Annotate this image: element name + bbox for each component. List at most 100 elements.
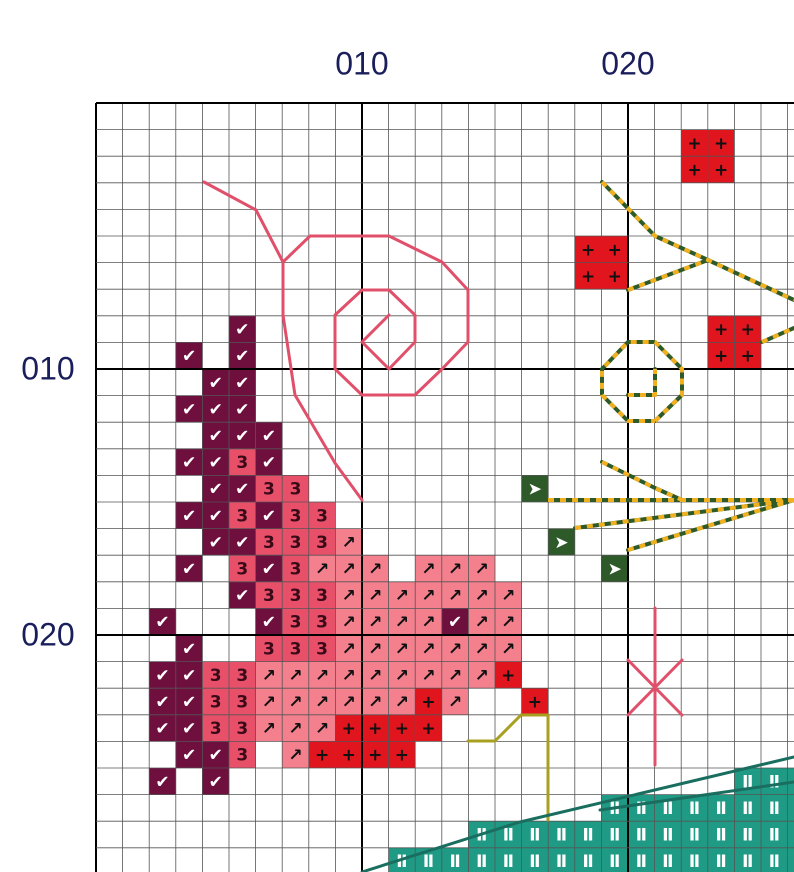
stitch-symbol: +: [608, 267, 622, 287]
stitch: [415, 635, 442, 662]
stitch-symbol: ↗: [448, 666, 462, 686]
stitch-symbol: ↗: [395, 666, 409, 686]
stitch: [388, 581, 416, 609]
stitch: [308, 581, 336, 609]
teal-outline: [360, 755, 794, 872]
stitch-symbol: ✔: [155, 772, 169, 792]
stitch: [335, 661, 362, 689]
stitch-symbol: 3: [316, 613, 328, 633]
stitch: [441, 688, 469, 715]
stitch: [468, 661, 495, 689]
stitch: [601, 236, 628, 263]
stitch: [202, 528, 229, 556]
stitch-symbol: +: [581, 240, 595, 260]
stitch: [202, 448, 229, 476]
stitch: [441, 847, 469, 872]
stitch: [787, 847, 794, 872]
stitch-symbol: +: [395, 746, 409, 766]
stitch-symbol: ✔: [209, 373, 223, 393]
olive-stem: [466, 713, 550, 822]
stitch-symbol: Ⅱ: [582, 852, 593, 872]
stitch: [468, 847, 495, 872]
stitch-symbol: ↗: [421, 666, 435, 686]
stitch-symbol: 3: [236, 506, 248, 526]
stitch: [202, 395, 229, 423]
stitch: [175, 741, 203, 768]
stitch: [415, 581, 442, 609]
stitch-symbol: Ⅱ: [582, 826, 593, 846]
stitch-symbol: ↗: [368, 560, 382, 580]
stitch: [202, 714, 229, 742]
stitch: [255, 448, 283, 476]
stitch: [734, 315, 761, 343]
stitch: [761, 821, 788, 848]
stitch: [415, 608, 442, 635]
stitch-symbol: ↗: [262, 666, 276, 686]
stitch: [308, 741, 336, 768]
stitch: [229, 315, 256, 343]
stitch: [335, 555, 362, 582]
stitch: [681, 156, 708, 183]
stitch-symbol: ↗: [368, 639, 382, 659]
stitch-symbol: ↗: [475, 586, 489, 606]
stitch-symbol: Ⅱ: [556, 852, 567, 872]
stitch: [149, 661, 176, 689]
stitch: [229, 502, 256, 529]
stitch: [149, 714, 176, 742]
stitch: [601, 847, 628, 872]
stitch: [388, 741, 416, 768]
stitch-symbol: Ⅱ: [769, 799, 780, 819]
stitch-symbol: ↗: [262, 719, 276, 739]
stitch: [681, 821, 708, 848]
stitch-symbol: Ⅱ: [396, 852, 407, 872]
stitch-symbol: ✔: [155, 613, 169, 633]
stitch-symbol: ✔: [262, 453, 276, 473]
stitch: [175, 555, 203, 582]
stitch-symbol: 3: [263, 480, 275, 500]
stitch: [175, 448, 203, 476]
stitch-symbol: ↗: [288, 693, 302, 713]
stitch: [335, 528, 362, 556]
stitch-symbol: ↗: [395, 586, 409, 606]
stitch: [229, 369, 256, 396]
stitch: [362, 714, 389, 742]
stitch-symbol: ✔: [182, 746, 196, 766]
stitch-symbol: 3: [290, 560, 302, 580]
stitch: [441, 555, 469, 582]
stitch: [335, 635, 362, 662]
stitch: [229, 528, 256, 556]
stitch-symbol: ↗: [342, 693, 356, 713]
stitch: [468, 555, 495, 582]
stitch-symbol: ↗: [475, 666, 489, 686]
stitch: [362, 555, 389, 582]
stitch: [149, 608, 176, 635]
stitch: [229, 581, 256, 609]
stitch: [574, 236, 602, 263]
stitch: [255, 528, 283, 556]
stitch-symbol: ↗: [395, 693, 409, 713]
stitch-symbol: ✔: [209, 453, 223, 473]
stitch: [495, 635, 522, 662]
stitch-symbol: 3: [263, 533, 275, 553]
stitch: [574, 262, 602, 290]
stitch-symbol: Ⅱ: [556, 826, 567, 846]
stitch-symbol: ✔: [155, 719, 169, 739]
stitch: [202, 475, 229, 502]
stitch-symbol: Ⅱ: [636, 826, 647, 846]
stitch: [255, 714, 283, 742]
stitch: [229, 555, 256, 582]
stitch-symbol: 3: [236, 666, 248, 686]
stitch: [282, 688, 309, 715]
stitch-symbol: 3: [290, 480, 302, 500]
stitch: [308, 688, 336, 715]
stitch-symbol: 3: [236, 453, 248, 473]
stitch: [415, 688, 442, 715]
pink-spiral: [281, 234, 470, 397]
stitch-symbol: ↗: [448, 586, 462, 606]
stitch-symbol: Ⅱ: [449, 852, 460, 872]
stitch: [707, 342, 735, 369]
stitch: [441, 581, 469, 609]
stitch: [468, 581, 495, 609]
stitch: [202, 688, 229, 715]
stitch: [255, 608, 283, 635]
